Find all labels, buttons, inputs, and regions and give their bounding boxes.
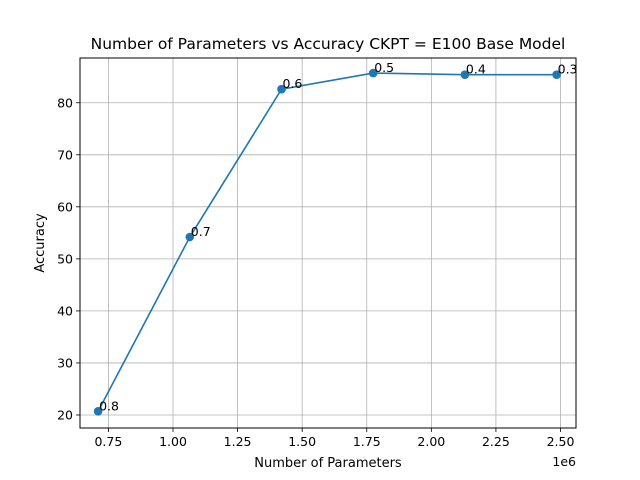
x-tick-label: 2.50 bbox=[547, 434, 575, 449]
x-tick-label: 2.25 bbox=[482, 434, 510, 449]
y-tick-label: 70 bbox=[57, 147, 73, 162]
x-tick-label: 1.50 bbox=[288, 434, 316, 449]
y-tick-label: 40 bbox=[57, 303, 73, 318]
y-tick-label: 80 bbox=[57, 95, 73, 110]
point-label: 0.3 bbox=[558, 62, 578, 77]
x-tick-label: 2.00 bbox=[417, 434, 445, 449]
data-point bbox=[368, 68, 378, 78]
point-label: 0.8 bbox=[99, 398, 119, 413]
x-tick-label: 1.75 bbox=[353, 434, 381, 449]
y-axis: 20 30 40 50 60 70 80 bbox=[57, 95, 80, 422]
x-tick-label: 0.75 bbox=[94, 434, 122, 449]
data-point bbox=[185, 232, 195, 242]
point-label: 0.7 bbox=[191, 224, 211, 239]
grid-lines bbox=[80, 58, 576, 428]
x-axis-offset-label: 1e6 bbox=[552, 454, 576, 469]
y-axis-label: Accuracy bbox=[33, 213, 48, 273]
point-label: 0.4 bbox=[466, 62, 486, 77]
x-axis: 0.75 1.00 1.25 1.50 1.75 2.00 2.25 2.50 bbox=[94, 428, 574, 449]
chart-title: Number of Parameters vs Accuracy CKPT = … bbox=[91, 35, 566, 53]
y-tick-label: 30 bbox=[57, 355, 73, 370]
data-point bbox=[93, 407, 103, 416]
series-line bbox=[97, 72, 557, 412]
point-label: 0.5 bbox=[374, 60, 394, 75]
y-tick-label: 50 bbox=[57, 251, 73, 266]
y-tick-label: 20 bbox=[57, 407, 73, 422]
data-series bbox=[93, 68, 561, 416]
x-tick-label: 1.00 bbox=[159, 434, 187, 449]
data-point bbox=[552, 70, 561, 79]
x-tick-label: 1.25 bbox=[224, 434, 252, 449]
point-label: 0.6 bbox=[283, 76, 303, 91]
plot-frame bbox=[79, 57, 577, 429]
data-point bbox=[460, 70, 470, 79]
y-tick-label: 60 bbox=[57, 199, 73, 214]
point-labels: 0.8 0.7 0.6 0.5 0.4 0.3 bbox=[99, 60, 577, 413]
data-point bbox=[277, 84, 286, 94]
x-axis-label: Number of Parameters bbox=[254, 456, 402, 471]
